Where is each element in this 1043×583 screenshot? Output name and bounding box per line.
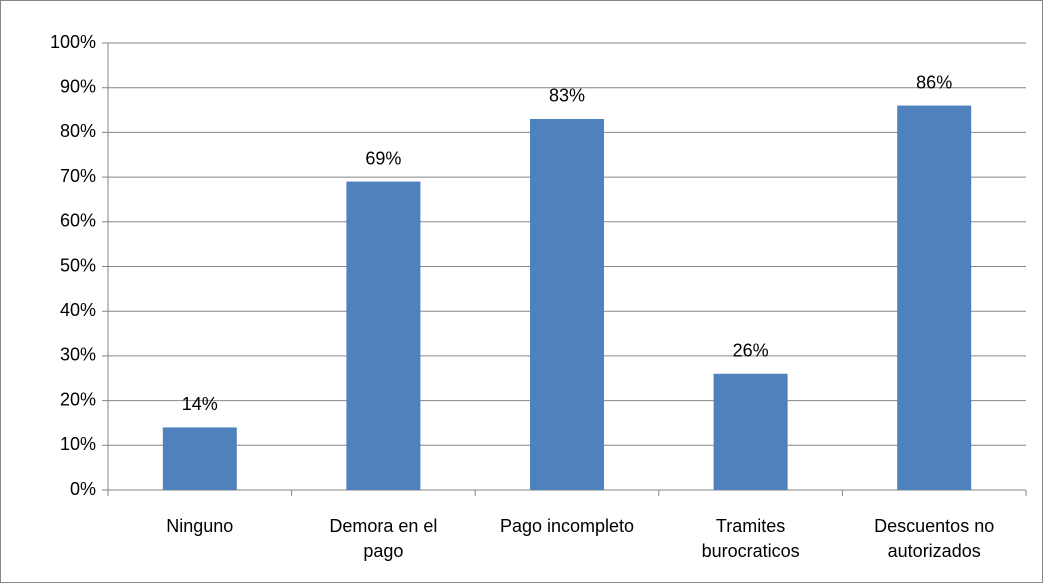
x-tick-label: Demora en el pago	[329, 516, 438, 561]
y-tick-label: 50%	[60, 255, 96, 275]
y-tick-label: 60%	[60, 211, 96, 231]
x-tick-label: Pago incompleto	[499, 516, 635, 536]
x-tick-label: Descuentos no autorizados	[874, 516, 995, 561]
bar	[897, 105, 972, 490]
x-tick-label: Tramites burocraticos	[701, 516, 800, 561]
y-tick-label: 100%	[50, 32, 96, 52]
y-tick-label: 80%	[60, 121, 96, 141]
y-tick-label: 20%	[60, 389, 96, 409]
x-tick-label: Ninguno	[166, 516, 234, 536]
data-label: 26%	[733, 341, 769, 361]
bar	[530, 118, 604, 491]
bar	[162, 427, 237, 490]
y-tick-label: 70%	[60, 166, 96, 186]
bar	[713, 373, 788, 490]
bar	[346, 181, 421, 490]
y-tick-label: 0%	[70, 479, 96, 499]
data-label: 86%	[916, 72, 952, 92]
y-tick-label: 40%	[60, 300, 96, 320]
data-label: 83%	[549, 86, 585, 106]
data-label: 69%	[365, 148, 401, 168]
y-tick-label: 30%	[60, 345, 96, 365]
y-tick-label: 10%	[60, 434, 96, 454]
data-label: 14%	[182, 394, 218, 414]
y-tick-label: 90%	[60, 76, 96, 96]
